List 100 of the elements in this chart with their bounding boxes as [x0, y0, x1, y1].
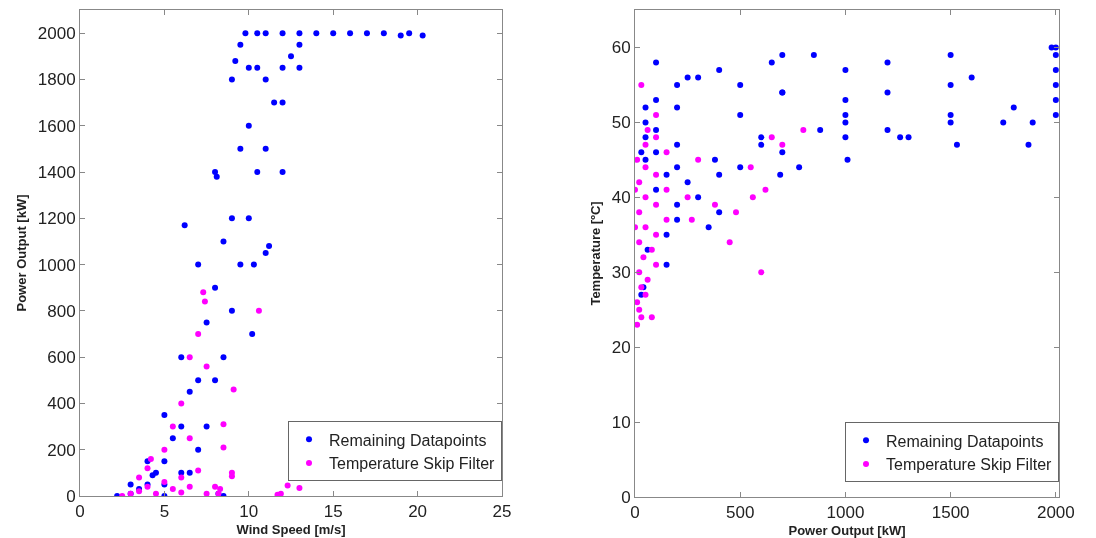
point — [684, 194, 691, 201]
x-tick-label: 1500 — [931, 503, 970, 523]
point — [203, 363, 210, 370]
point — [144, 465, 151, 472]
point — [636, 306, 643, 313]
x-tick-label: 15 — [323, 502, 343, 522]
point — [169, 423, 176, 430]
y-axis-title: Power Output [kW] — [13, 194, 29, 312]
point — [178, 400, 185, 407]
legend-label: Remaining Datapoints — [329, 431, 487, 449]
point — [636, 179, 643, 186]
point — [749, 194, 756, 201]
point — [195, 331, 202, 337]
point — [642, 164, 649, 171]
x-tick-label: 500 — [726, 503, 755, 523]
y-tick-label: 1400 — [37, 162, 76, 182]
point — [284, 482, 291, 489]
point — [152, 490, 159, 496]
point — [230, 386, 237, 393]
point — [169, 486, 176, 493]
x-tick-label: 2000 — [1036, 503, 1075, 523]
point — [762, 186, 769, 193]
point — [638, 81, 645, 88]
point — [779, 141, 786, 148]
point — [747, 164, 754, 171]
point — [653, 231, 660, 238]
point — [212, 483, 219, 490]
point — [644, 126, 651, 133]
point — [653, 111, 660, 118]
y-tick-label: 200 — [47, 440, 76, 460]
y-tick-label: 20 — [611, 338, 631, 358]
point — [711, 201, 718, 208]
y-tick-label: 2000 — [37, 24, 76, 44]
y-axis-title: Temperature [ºC] — [587, 201, 603, 306]
point — [220, 421, 227, 428]
y-tick-label: 400 — [47, 394, 76, 414]
point — [636, 269, 643, 276]
x-axis-title: Wind Speed [m/s] — [236, 522, 346, 537]
x-axis-title: Power Output [kW] — [788, 523, 906, 538]
point — [186, 483, 193, 490]
point — [642, 141, 649, 148]
point — [653, 201, 660, 208]
y-tick-label: 0 — [621, 487, 631, 507]
point — [636, 239, 643, 246]
point — [663, 149, 670, 156]
point — [758, 269, 765, 276]
point — [648, 314, 655, 321]
y-tick-label: 10 — [611, 413, 631, 433]
point — [653, 134, 660, 141]
point — [635, 321, 641, 328]
point — [644, 276, 651, 283]
point — [201, 298, 208, 305]
point — [648, 246, 655, 253]
point — [228, 473, 235, 480]
point — [636, 209, 643, 216]
point — [640, 254, 647, 261]
y-tick-label: 1000 — [37, 255, 76, 275]
point — [642, 224, 649, 231]
point — [186, 435, 193, 442]
point — [642, 291, 649, 298]
point — [768, 134, 775, 141]
point — [653, 261, 660, 268]
point — [733, 209, 739, 216]
y-tick-label: 30 — [611, 263, 631, 283]
y-tick-label: 60 — [611, 38, 631, 58]
x-tick-label: 25 — [492, 502, 512, 522]
point — [296, 484, 303, 491]
point — [635, 299, 641, 306]
y-tick-label: 1800 — [37, 70, 76, 90]
point — [161, 446, 168, 453]
point — [186, 354, 193, 361]
point — [663, 186, 670, 193]
point — [653, 171, 660, 178]
point — [800, 126, 807, 133]
legend-label: Temperature Skip Filter — [886, 456, 1053, 474]
point — [217, 486, 224, 493]
y-tick-label: 40 — [611, 188, 631, 208]
y-tick-label: 600 — [47, 348, 76, 368]
point — [203, 490, 210, 496]
point — [178, 474, 185, 481]
point — [255, 307, 262, 314]
y-tick-label: 1200 — [37, 209, 76, 229]
point — [200, 289, 207, 296]
x-tick-label: 20 — [408, 502, 428, 522]
y-tick-label: 50 — [611, 113, 631, 133]
point — [642, 194, 649, 201]
legend-label: Temperature Skip Filter — [329, 455, 496, 473]
point — [220, 444, 227, 451]
point — [178, 489, 185, 496]
x-tick-label: 10 — [239, 502, 259, 522]
y-tick-label: 0 — [66, 486, 76, 506]
point — [638, 314, 645, 321]
y-tick-label: 1600 — [37, 116, 76, 136]
point — [635, 156, 641, 163]
point — [695, 156, 702, 163]
point — [726, 239, 733, 246]
point — [663, 216, 670, 223]
point — [195, 467, 202, 474]
point — [688, 216, 695, 223]
x-tick-label: 1000 — [826, 503, 865, 523]
